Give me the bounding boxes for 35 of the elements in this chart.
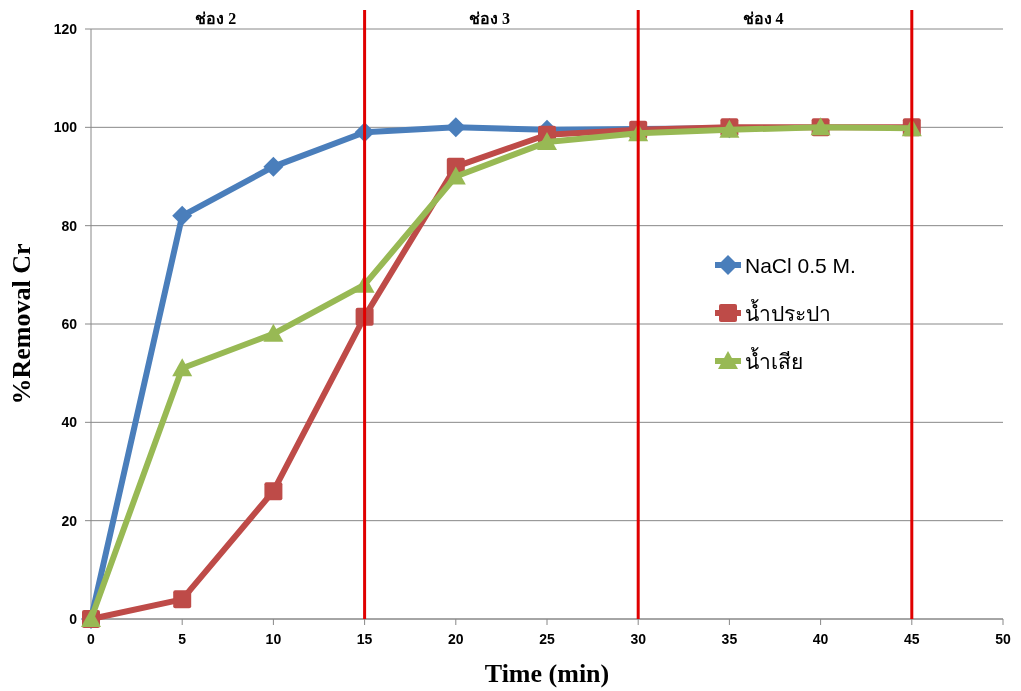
- point: [445, 166, 466, 185]
- x-tick-label: 25: [539, 631, 555, 647]
- point: [172, 205, 193, 226]
- y-tick-label: 40: [61, 414, 78, 431]
- text: ช่อง 2: [195, 10, 237, 27]
- y-tick-label: 120: [53, 21, 78, 37]
- y-tick-label: 100: [53, 119, 78, 136]
- y-tick-label: 20: [61, 512, 78, 529]
- text: ช่อง 4: [742, 10, 784, 27]
- x-tick-label: 10: [265, 631, 282, 647]
- legend-label: NaCl 0.5 M.: [745, 254, 856, 277]
- legend-label: น้ำเสีย: [745, 347, 803, 373]
- point: [264, 482, 283, 501]
- point: [263, 323, 284, 342]
- x-tick-label: 5: [178, 631, 187, 647]
- x-tick-label: 50: [995, 631, 1011, 647]
- legend-label: น้ำประปา: [745, 299, 831, 325]
- x-tick-label: 35: [721, 631, 738, 647]
- x-tick-label: 45: [904, 631, 920, 647]
- x-tick-label: 15: [356, 631, 373, 647]
- point: [172, 358, 193, 377]
- x-tick-label: 40: [812, 631, 829, 647]
- point: [537, 132, 557, 151]
- point: [173, 590, 192, 609]
- x-tick-label: 20: [448, 631, 464, 647]
- point: [445, 117, 466, 138]
- y-tick-label: 80: [61, 217, 78, 234]
- x-tick-label: 0: [87, 631, 96, 647]
- y-tick-label: 60: [61, 316, 78, 332]
- y-axis-title: %Removal Cr: [7, 243, 36, 405]
- x-tick-label: 30: [630, 631, 647, 647]
- y-tick-label: 0: [69, 611, 78, 627]
- x-axis-title: Time (min): [484, 659, 610, 688]
- point: [263, 156, 284, 177]
- text: ช่อง 3: [468, 10, 510, 27]
